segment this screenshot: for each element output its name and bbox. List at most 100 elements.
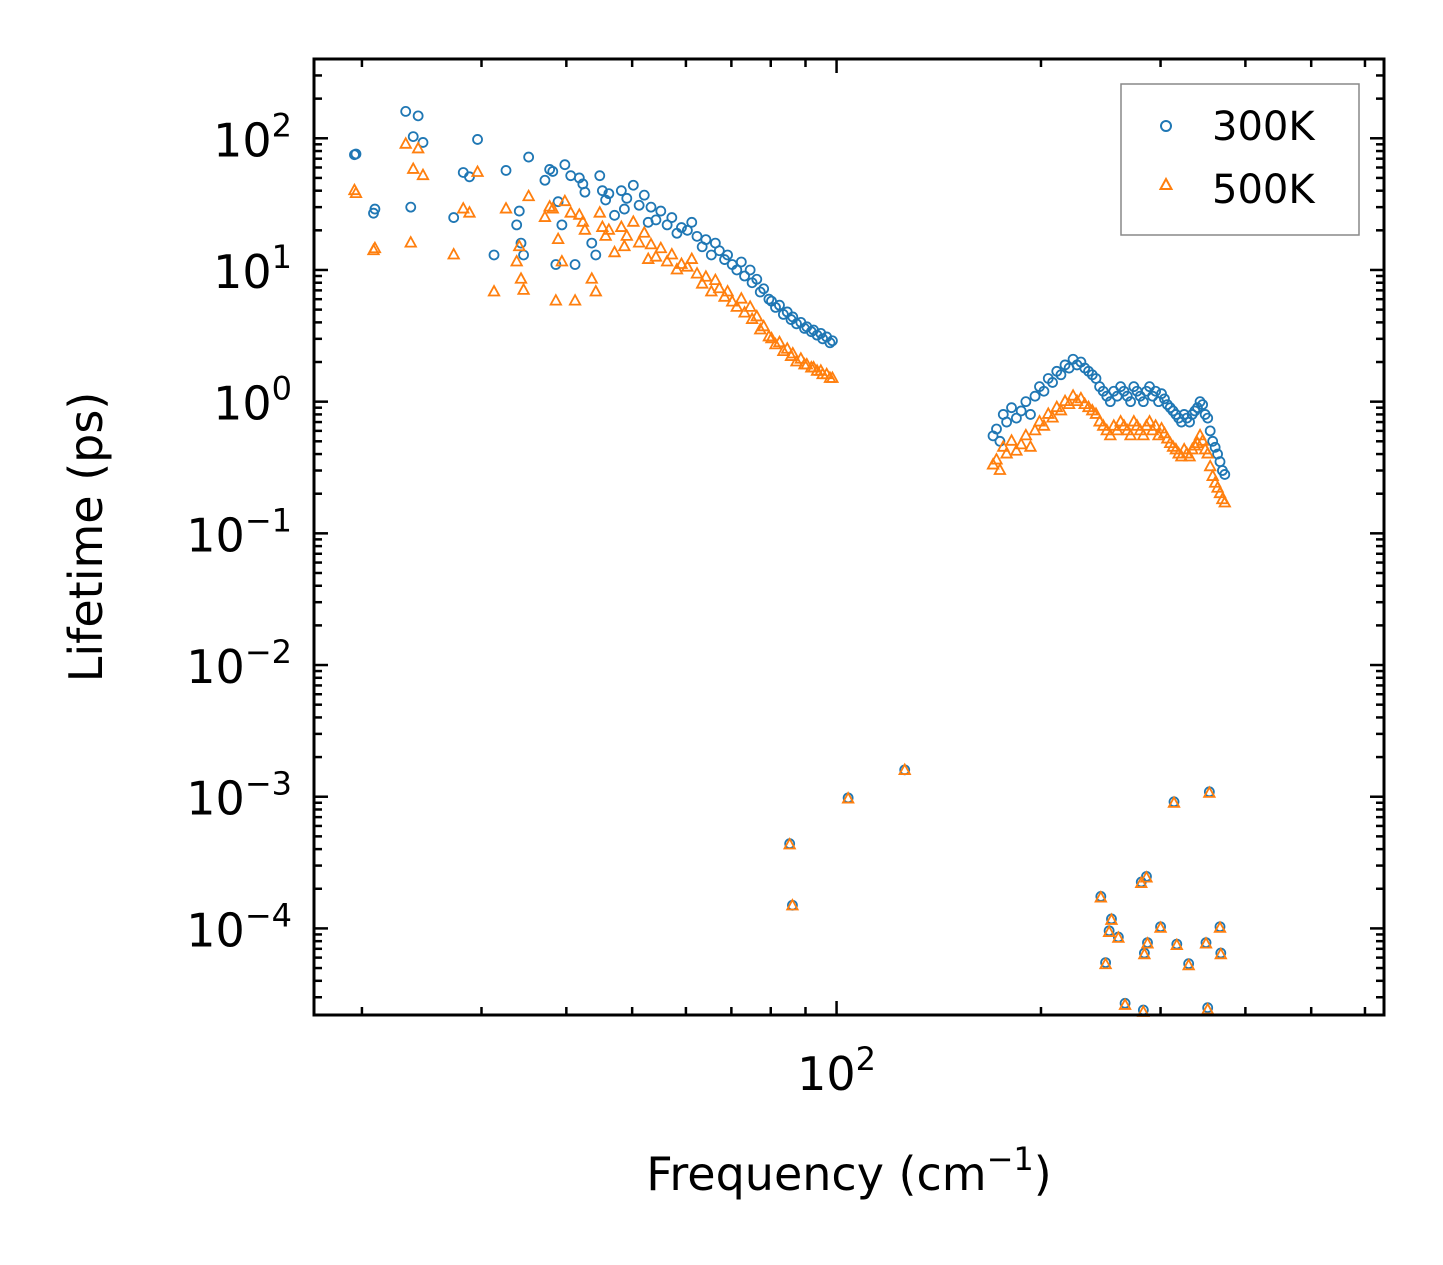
data-point-300k (754, 286, 766, 298)
data-point-500k (1142, 414, 1157, 427)
data-point-300k (1137, 396, 1149, 408)
data-point-500k (794, 351, 808, 364)
data-point-500k (406, 161, 420, 174)
data-point-500k (768, 336, 783, 350)
data-point-500k (404, 235, 418, 248)
data-point-300k (511, 219, 523, 231)
y-tick-exponent: −2 (245, 633, 292, 671)
data-point-500k (772, 334, 787, 348)
data-point-500k (989, 452, 1004, 465)
y-tick-label-1: 101 (213, 238, 292, 299)
data-point-300k (686, 216, 698, 228)
data-point-500k (514, 271, 528, 284)
data-point-300k (1159, 393, 1170, 405)
data-point-300k (523, 151, 535, 163)
data-point-500k (1045, 410, 1060, 423)
data-point-300k (1150, 385, 1161, 397)
data-point-500k (1098, 956, 1113, 970)
data-point-500k (620, 228, 634, 241)
data-point-300k (586, 237, 598, 249)
x-axis-label-close: ) (1034, 1147, 1052, 1201)
data-point-500k (660, 254, 674, 267)
data-point-500k (1182, 449, 1197, 462)
data-point-500k (1140, 936, 1155, 949)
data-point-500k (637, 225, 652, 238)
data-point-500k (568, 293, 582, 306)
data-point-500k (572, 207, 587, 220)
data-point-500k (654, 240, 668, 254)
data-point-500k (598, 228, 613, 241)
data-point-300k (1001, 416, 1013, 428)
data-point-300k (827, 335, 838, 347)
data-point-500k (632, 235, 646, 248)
data-point-300k (700, 234, 712, 246)
data-point-500k (1089, 406, 1103, 419)
data-point-500k (750, 309, 764, 322)
data-point-300k (731, 264, 743, 276)
data-point-500k (542, 199, 557, 212)
data-point-500k (462, 205, 477, 218)
data-point-500k (470, 164, 485, 177)
data-point-500k (1094, 890, 1108, 903)
data-point-500k (685, 251, 699, 264)
data-point-500k (641, 251, 655, 264)
data-point-500k (368, 240, 382, 254)
data-point-300k (1111, 390, 1123, 402)
data-point-300k (991, 423, 1002, 435)
data-point-500k (551, 231, 565, 245)
data-point-300k (650, 214, 662, 226)
data-point-500k (1136, 427, 1151, 441)
data-point-300k (590, 249, 602, 261)
data-point-300k (547, 166, 559, 177)
data-point-300k (400, 106, 412, 117)
data-point-500k (578, 222, 592, 235)
data-point-300k (758, 283, 770, 295)
y-tick-label-3: 10−1 (186, 501, 292, 562)
data-point-300k (676, 222, 687, 233)
y-tick-label-2: 100 (213, 370, 292, 431)
data-point-500k (1195, 433, 1210, 446)
data-point-500k (708, 272, 723, 286)
data-point-500k (398, 136, 413, 149)
data-point-300k (1015, 405, 1027, 417)
data-point-300k (1006, 402, 1017, 414)
data-point-300k (1025, 409, 1036, 420)
data-point-300k (1047, 377, 1058, 388)
y-tick-label-6: 10−4 (186, 896, 292, 957)
data-point-300k (618, 203, 630, 215)
data-point-300k (1029, 390, 1041, 402)
data-point-300k (350, 148, 362, 160)
data-point-300k (1197, 399, 1209, 410)
data-point-300k (638, 189, 650, 201)
data-point-500k (1104, 912, 1119, 925)
data-point-300k (559, 159, 571, 171)
x-tick-label-0: 102 (797, 1040, 876, 1101)
data-point-500k (1190, 435, 1205, 449)
data-point-500k (509, 254, 524, 267)
data-point-500k (1041, 406, 1055, 419)
data-point-300k (739, 270, 750, 282)
data-point-300k (1121, 390, 1133, 402)
y-tick-exponent: 2 (272, 106, 292, 144)
data-point-300k (556, 219, 568, 231)
data-point-500k (558, 193, 572, 207)
data-point-300k (407, 131, 419, 142)
data-point-500k (780, 341, 794, 354)
data-point-500k (1009, 443, 1024, 456)
data-point-300k (550, 259, 562, 270)
data-point-300k (633, 199, 645, 211)
data-point-500k (720, 284, 735, 297)
data-point-500k (521, 188, 536, 202)
data-point-300k (763, 293, 775, 305)
data-point-300k (1055, 369, 1067, 381)
y-tick-exponent: −1 (245, 501, 292, 539)
data-point-500k (745, 311, 759, 324)
data-point-300k (1194, 396, 1206, 408)
data-point-300k (661, 219, 673, 231)
data-point-500k (585, 271, 599, 284)
y-tick-base: 10 (186, 508, 245, 562)
legend-marker-300k (1160, 120, 1172, 132)
data-point-300k (615, 185, 627, 197)
y-tick-label-4: 10−2 (186, 633, 292, 694)
